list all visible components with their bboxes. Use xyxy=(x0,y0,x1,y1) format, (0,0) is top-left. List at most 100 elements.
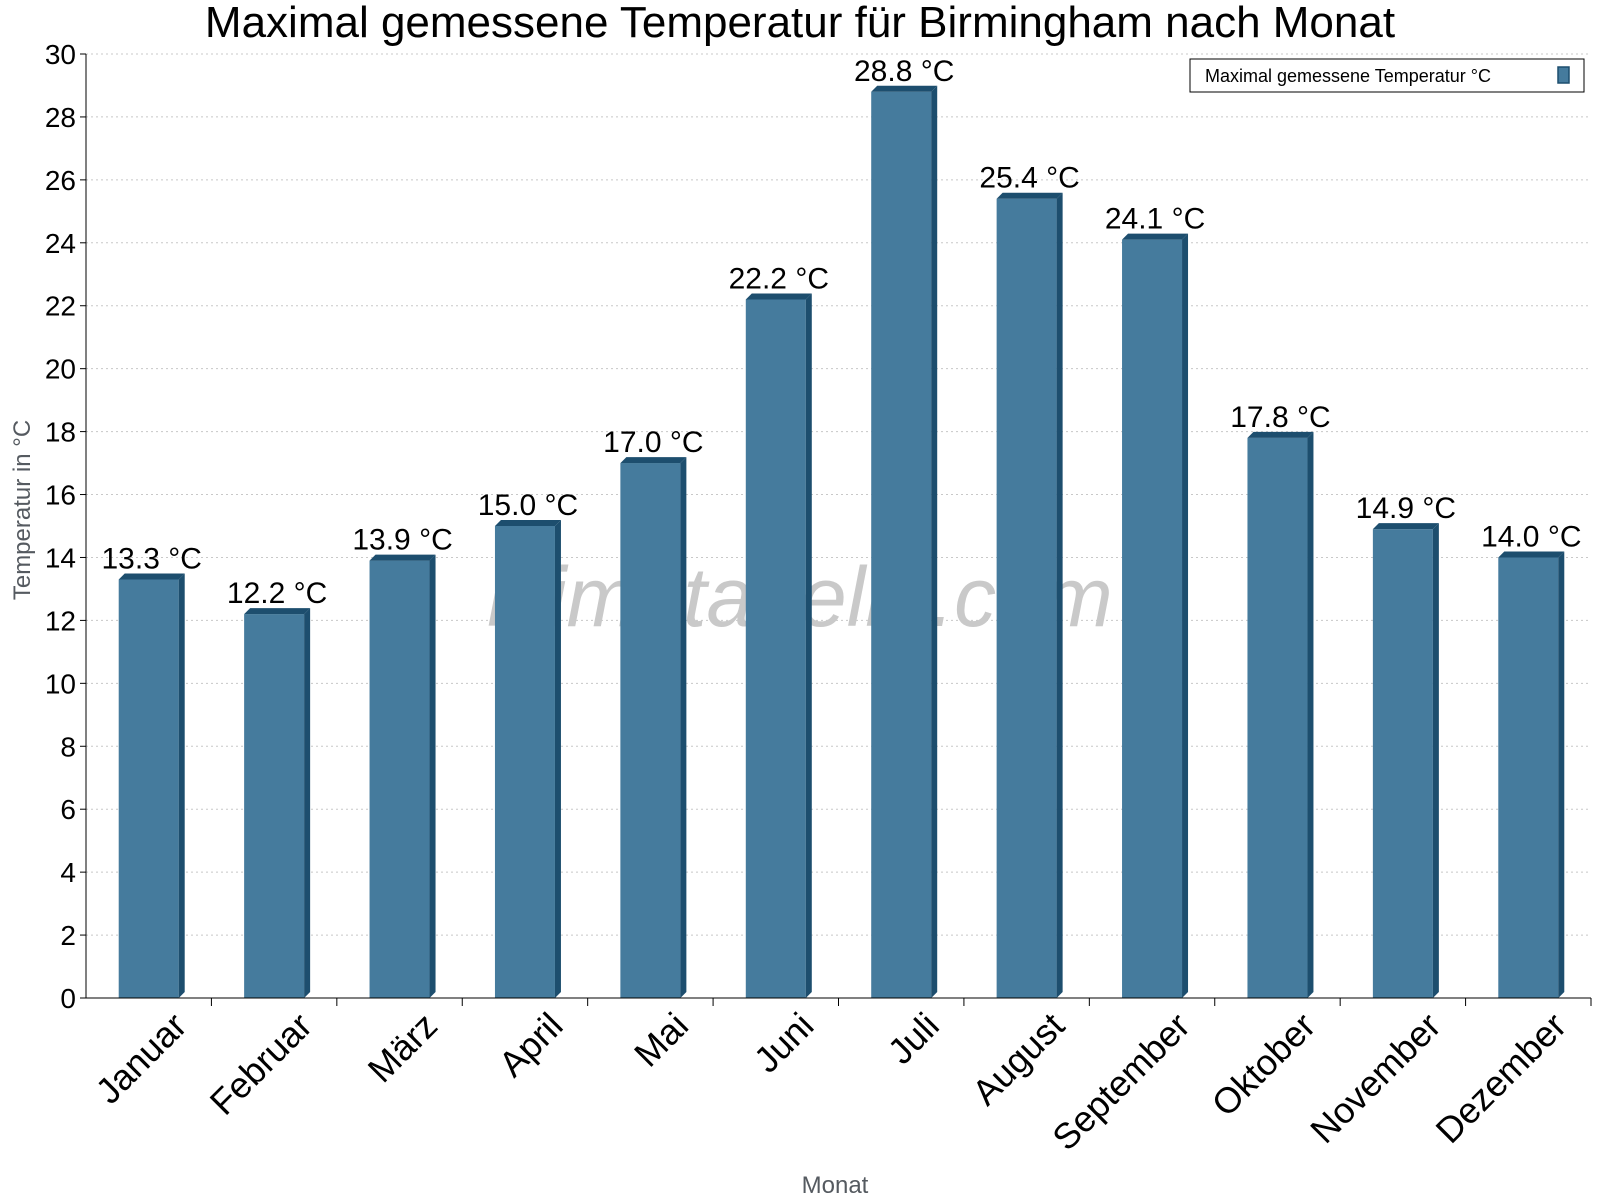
bar xyxy=(996,192,1063,998)
data-label: 15.0 °C xyxy=(478,489,578,522)
bar-top xyxy=(1122,233,1189,240)
bar-face xyxy=(118,579,179,998)
legend-box xyxy=(1189,58,1585,93)
bar-side xyxy=(304,608,311,998)
data-label: 17.8 °C xyxy=(1230,401,1330,434)
bar-side xyxy=(805,293,812,998)
x-tick-label: März xyxy=(360,1005,446,1091)
gridlines xyxy=(86,53,1591,936)
y-tick-label: 30 xyxy=(45,39,76,70)
x-tick-label: Mai xyxy=(626,1005,696,1075)
bar xyxy=(244,608,311,998)
y-tick-label: 28 xyxy=(45,102,76,133)
data-label: 13.3 °C xyxy=(102,542,202,575)
bar-face xyxy=(996,198,1057,998)
bar-top xyxy=(118,573,185,580)
data-label: 12.2 °C xyxy=(227,577,327,610)
bar-side xyxy=(429,554,436,998)
x-tick-label: November xyxy=(1302,1005,1448,1151)
legend-label: Maximal gemessene Temperatur °C xyxy=(1205,66,1491,86)
bar-face xyxy=(745,299,806,998)
y-tick-label: 16 xyxy=(45,480,76,511)
x-axis-ticks: Januar Februar März April Mai Juni Juli AugustS… xyxy=(88,998,1592,1159)
data-label: 13.9 °C xyxy=(352,524,452,557)
x-tick-label: Juni xyxy=(746,1005,822,1081)
y-tick-label: 6 xyxy=(60,794,76,825)
bar-face xyxy=(1122,239,1183,999)
bar-face xyxy=(620,463,681,999)
bar-top xyxy=(745,293,812,300)
y-axis-title: Temperatur in °C xyxy=(9,420,36,600)
bar xyxy=(620,457,687,999)
bar-face xyxy=(244,614,305,998)
y-tick-label: 20 xyxy=(45,354,76,385)
y-tick-label: 24 xyxy=(45,228,76,259)
bar-top xyxy=(871,85,938,92)
bar xyxy=(745,293,812,998)
bar-side xyxy=(554,520,561,998)
bar-series xyxy=(118,85,1565,999)
x-tick-label: Dezember xyxy=(1428,1005,1574,1151)
data-label: 24.1 °C xyxy=(1105,203,1205,236)
y-tick-label: 14 xyxy=(45,542,76,573)
bar xyxy=(1122,233,1189,999)
bar xyxy=(1372,523,1439,998)
x-tick-label: August xyxy=(964,1005,1072,1113)
y-tick-label: 8 xyxy=(60,731,76,762)
bar xyxy=(118,573,185,998)
bar xyxy=(871,85,938,998)
bar-side xyxy=(1307,431,1314,999)
bar-side xyxy=(1432,523,1439,998)
x-tick-label: April xyxy=(491,1005,571,1085)
bar-face xyxy=(871,91,932,998)
bar xyxy=(369,554,436,998)
bar-face xyxy=(1247,437,1308,999)
x-tick-label: Juli xyxy=(880,1005,947,1072)
y-tick-label: 10 xyxy=(45,668,76,699)
bar-face xyxy=(494,526,555,998)
bar xyxy=(1498,551,1565,998)
y-tick-label: 2 xyxy=(60,920,76,951)
y-tick-label: 26 xyxy=(45,165,76,196)
data-labels: 13.3 °C 12.2 °C 13.9 °C 15.0 °C 17.0 °C 22.2 … xyxy=(102,55,1582,610)
x-tick-label: September xyxy=(1044,1005,1198,1159)
bar-side xyxy=(931,85,938,998)
y-tick-label: 4 xyxy=(60,857,76,888)
bar-side xyxy=(1056,192,1063,998)
legend-swatch xyxy=(1557,66,1570,84)
bar-side xyxy=(178,573,185,998)
y-tick-label: 22 xyxy=(45,291,76,322)
bar xyxy=(494,520,561,998)
x-tick-label: Oktober xyxy=(1204,1005,1324,1125)
legend: Maximal gemessene Temperatur °C xyxy=(1189,58,1585,93)
bar-top xyxy=(494,520,561,526)
data-label: 28.8 °C xyxy=(854,55,954,88)
bar-top xyxy=(1372,523,1439,530)
chart-title: Maximal gemessene Temperatur für Birming… xyxy=(205,0,1395,47)
y-tick-label: 0 xyxy=(60,983,76,1014)
y-tick-label: 12 xyxy=(45,605,76,636)
bar-side xyxy=(680,457,687,999)
bar-face xyxy=(1498,557,1559,998)
bar-side xyxy=(1182,233,1189,999)
bar-top xyxy=(244,608,311,615)
data-label: 25.4 °C xyxy=(979,162,1079,195)
data-label: 17.0 °C xyxy=(603,426,703,459)
bar-face xyxy=(369,560,430,998)
data-label: 14.9 °C xyxy=(1356,492,1456,525)
data-label: 14.0 °C xyxy=(1481,520,1581,553)
bar-top xyxy=(369,554,436,561)
x-tick-label: Februar xyxy=(202,1005,320,1123)
bar-top xyxy=(1498,551,1565,558)
bar-top xyxy=(1247,431,1314,438)
bar-side xyxy=(1558,551,1565,998)
axes xyxy=(85,54,1591,999)
bar-top xyxy=(620,457,687,464)
x-axis-title: Monat xyxy=(802,1172,869,1199)
data-label: 22.2 °C xyxy=(729,262,829,295)
bar-face xyxy=(1372,529,1433,998)
bar-top xyxy=(996,192,1063,199)
bar xyxy=(1247,431,1314,999)
